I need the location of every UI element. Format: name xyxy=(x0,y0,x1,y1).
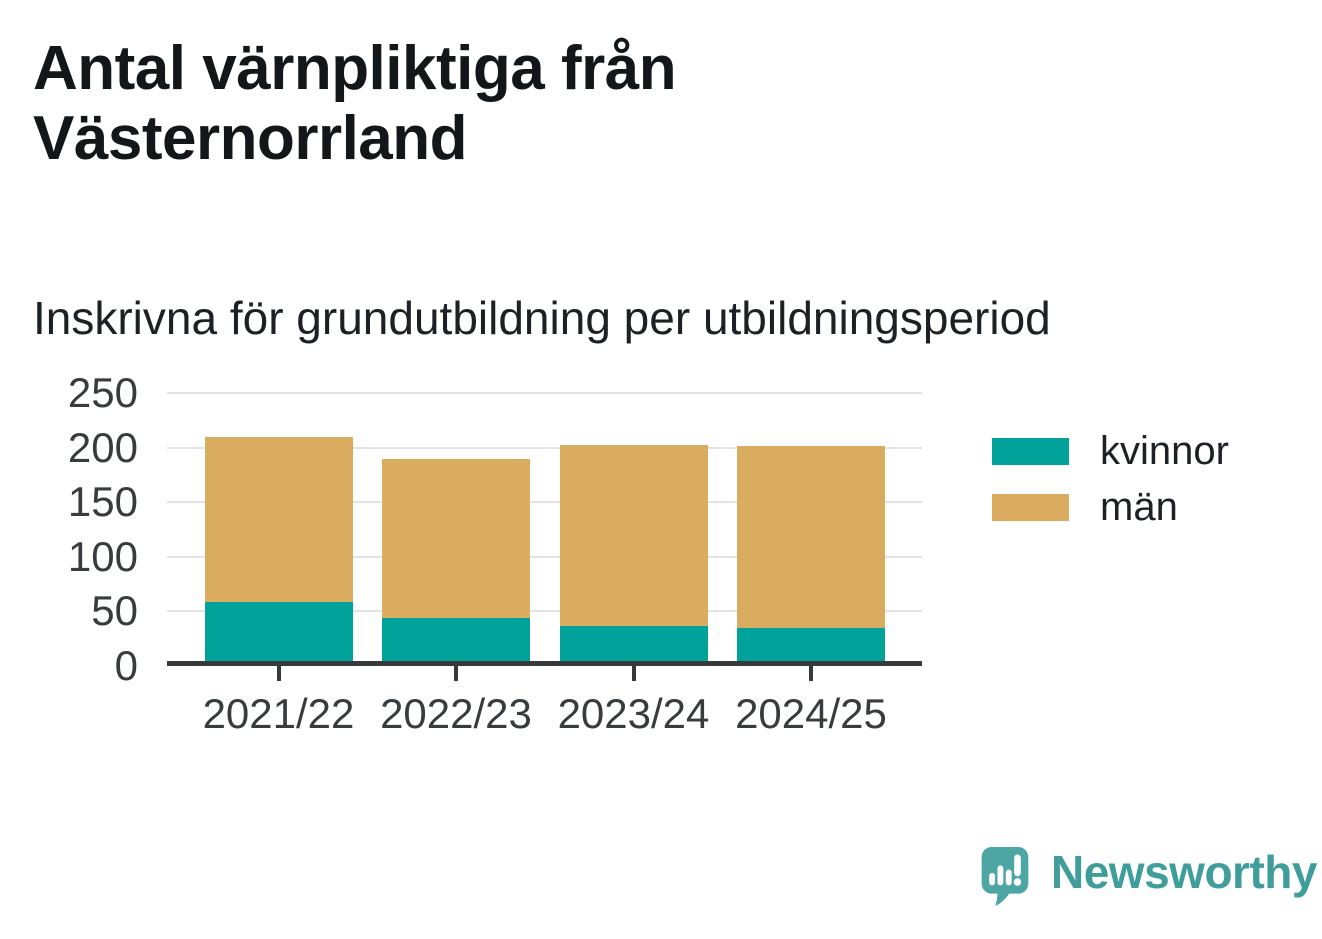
x-axis-label: 2023/24 xyxy=(557,690,710,737)
y-axis-label: 200 xyxy=(67,423,138,471)
grid-line xyxy=(167,610,922,612)
bar-segment-kvinnor xyxy=(382,617,530,666)
bar-segment-kvinnor xyxy=(737,628,885,666)
newsworthy-logo-text: Newsworthy xyxy=(1051,846,1317,898)
newsworthy-logo-icon xyxy=(981,847,1029,907)
x-axis-tick xyxy=(631,666,636,681)
x-axis-tick xyxy=(454,666,458,681)
x-axis-label: 2021/22 xyxy=(202,690,355,737)
grid-line xyxy=(167,555,922,558)
legend-item-kvinnor: kvinnor xyxy=(992,430,1229,472)
y-axis-label: 0 xyxy=(114,641,138,689)
x-axis-tick xyxy=(276,666,281,681)
y-axis-label: 150 xyxy=(67,478,138,525)
y-axis-label: 50 xyxy=(91,587,138,634)
x-axis-tick xyxy=(809,666,813,681)
grid-line xyxy=(167,501,922,503)
legend-label-kvinnor: kvinnor xyxy=(1100,429,1229,473)
x-axis-label: 2022/23 xyxy=(380,690,532,737)
chart-title: Antal värnpliktiga från Västernorrland xyxy=(33,34,677,173)
bar-segment-män xyxy=(737,446,885,629)
grid-line xyxy=(167,392,922,394)
chart-subtitle: Inskrivna för grundutbildning per utbild… xyxy=(33,292,1051,344)
y-axis-label: 250 xyxy=(67,369,138,416)
bar-segment-kvinnor xyxy=(559,626,708,666)
legend-swatch-kvinnor xyxy=(992,437,1069,465)
legend-swatch-man xyxy=(992,493,1069,521)
x-axis-line xyxy=(167,661,922,666)
newsworthy-logo: Newsworthy xyxy=(980,845,1317,909)
legend-label-man: män xyxy=(1100,485,1178,529)
bar-segment-kvinnor xyxy=(204,602,353,666)
bar-segment-män xyxy=(204,436,353,603)
bar-segment-män xyxy=(382,459,530,618)
legend-item-man: män xyxy=(992,486,1178,528)
y-axis-label: 100 xyxy=(67,532,138,580)
bar-segment-män xyxy=(559,445,708,627)
grid-line xyxy=(167,446,922,449)
x-axis-label: 2024/25 xyxy=(735,690,887,737)
